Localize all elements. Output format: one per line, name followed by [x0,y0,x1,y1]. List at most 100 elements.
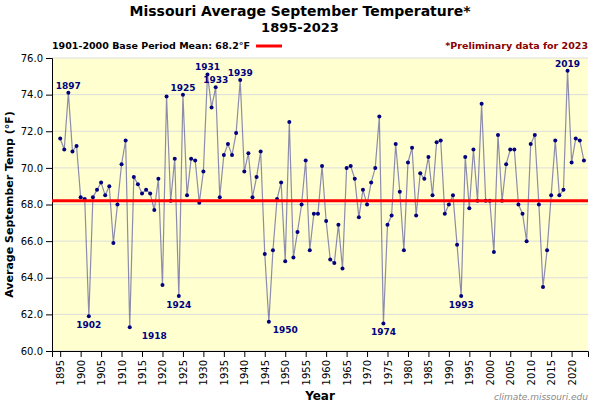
x-tick-label: 2005 [505,360,516,385]
data-point [79,195,83,199]
data-point [226,142,230,146]
data-point [324,219,328,223]
data-point [271,248,275,252]
data-point [463,155,467,159]
data-point [570,160,574,164]
title: Missouri Average September Temperature* [130,3,472,19]
x-tick-mark [224,351,225,357]
data-point [471,148,475,152]
y-tick: 68.0 [21,199,52,210]
subtitle: 1895-2023 [261,20,339,35]
x-tick-label: 1910 [117,360,128,385]
data-point [316,212,320,216]
data-point [549,193,553,197]
data-point [173,157,177,161]
data-point [492,250,496,254]
plot-background [52,58,588,351]
data-point [263,252,267,256]
source: climate.missouri.edu [494,392,588,402]
y-tick-label: 68.0 [21,199,43,210]
data-point [418,171,422,175]
x-tick-label: 2015 [546,360,557,385]
x-tick: 1920 [157,351,168,385]
data-point [295,230,299,234]
x-tick-label: 1985 [423,360,434,385]
grid-line [52,94,588,95]
x-tick: 1915 [137,351,148,385]
data-point [246,151,250,155]
data-point [529,142,533,146]
data-point [66,91,70,95]
data-point [512,148,516,152]
x-axis-line [53,352,589,358]
x-tick-label: 1970 [362,360,373,385]
x-tick: 2005 [505,351,516,385]
annotations: 1897190219181924192519311933193919501974… [56,59,580,341]
data-point [557,193,561,197]
data-point [193,159,197,163]
x-tick-label: 1930 [198,360,209,385]
data-point [365,203,369,207]
data-point [120,162,124,166]
x-tick-mark [306,351,307,357]
x-tick: 1910 [117,351,128,385]
x-tick-label: 1955 [301,360,312,385]
x-tick: 1925 [178,351,189,385]
data-point [287,120,291,124]
annotation: 1925 [170,83,195,93]
data-point [259,149,263,153]
data-point [332,261,336,265]
data-point [480,102,484,106]
data-point [320,164,324,168]
data-point [328,257,332,261]
x-tick-label: 1915 [137,360,148,385]
data-point [353,177,357,181]
y-axis: 60.062.064.066.068.070.072.074.076.0 [21,53,53,357]
data-point [504,162,508,166]
data-point [578,138,582,142]
data-point [181,93,185,97]
data-point [255,175,259,179]
x-tick: 2020 [567,351,578,385]
data-point [140,192,144,196]
data-point [349,164,353,168]
data-point [279,181,283,185]
x-tick-mark [244,351,245,357]
annotation: 1902 [76,320,101,330]
data-point [111,241,115,245]
data-point [128,325,132,329]
x-tick-label: 1950 [280,360,291,385]
x-tick-label: 1965 [342,360,353,385]
x-tick-mark [428,351,429,357]
grid-line [52,167,588,168]
grid [52,58,588,351]
data-point [459,294,463,298]
data-point [545,248,549,252]
x-tick-mark [203,351,204,357]
data-point [300,203,304,207]
data-point [58,137,62,141]
data-point [566,69,570,73]
data-point [336,223,340,227]
y-tick-mark [46,95,52,96]
y-tick-label: 66.0 [21,236,43,247]
y-tick: 64.0 [21,272,52,283]
data-point [62,148,66,152]
y-axis-label: Average September Temp (°F) [3,111,16,298]
data-point [95,188,99,192]
grid-line [52,58,588,59]
x-tick-label: 1925 [178,360,189,385]
x-axis: 1895190019051910191519201925193019351940… [53,351,589,385]
data-point [160,283,164,287]
data-point [218,195,222,199]
x-tick: 1970 [362,351,373,385]
x-tick: 1955 [301,351,312,385]
grid-line [52,204,588,205]
y-tick-label: 70.0 [21,163,43,174]
x-tick-label: 1975 [383,360,394,385]
y-tick-label: 76.0 [21,53,43,64]
y-tick-mark [46,131,52,132]
data-point [152,208,156,212]
data-point [451,193,455,197]
x-tick: 1930 [198,351,209,385]
